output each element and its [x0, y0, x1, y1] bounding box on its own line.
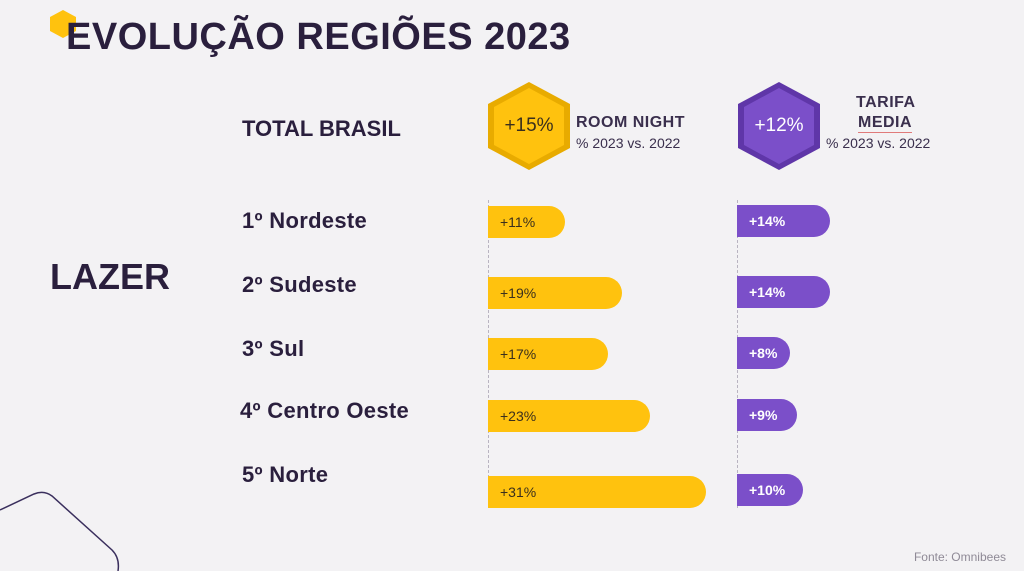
room-night-title: ROOM NIGHT — [576, 114, 685, 131]
room-night-bar: +17% — [488, 338, 608, 370]
decorative-curve — [0, 491, 120, 571]
total-brasil-label: TOTAL BRASIL — [242, 116, 401, 141]
room-night-bar: +31% — [488, 476, 706, 508]
tarifa-media-bar: +9% — [737, 399, 797, 431]
room-night-total-value: +15% — [504, 115, 554, 136]
room-night-total-badge: +15% — [486, 80, 572, 172]
page-title: EVOLUÇÃO REGIÕES 2023 — [66, 16, 571, 58]
source-note: Fonte: Omnibees — [913, 550, 1006, 564]
hexagon-purple-icon — [738, 82, 820, 170]
segment-label: LAZER — [50, 256, 170, 297]
room-night-subtitle: % 2023 vs. 2022 — [576, 135, 681, 151]
room-night-bar: +23% — [488, 400, 650, 432]
tarifa-media-title-line2: MEDIA — [858, 114, 913, 133]
room-night-bar: +11% — [488, 206, 565, 238]
tarifa-media-subtitle: % 2023 vs. 2022 — [826, 135, 931, 151]
tarifa-media-title: TARIFA — [856, 94, 916, 111]
tarifa-media-total-value: +12% — [754, 115, 804, 136]
logo-hexagon-icon — [50, 10, 76, 38]
region-label: 4º Centro Oeste — [240, 398, 410, 423]
tarifa-media-bar: +8% — [737, 337, 790, 369]
tarifa-media-bar: +10% — [737, 474, 803, 506]
region-label: 5º Norte — [242, 462, 329, 487]
region-label: 1º Nordeste — [242, 208, 368, 233]
region-label: 2º Sudeste — [242, 272, 357, 297]
tarifa-media-bar: +14% — [737, 205, 830, 237]
region-label: 3º Sul — [242, 336, 305, 361]
hexagon-yellow-icon — [488, 82, 570, 170]
tarifa-media-bar: +14% — [737, 276, 830, 308]
room-night-bar: +19% — [488, 277, 622, 309]
tarifa-media-total-badge: +12% — [736, 80, 822, 172]
